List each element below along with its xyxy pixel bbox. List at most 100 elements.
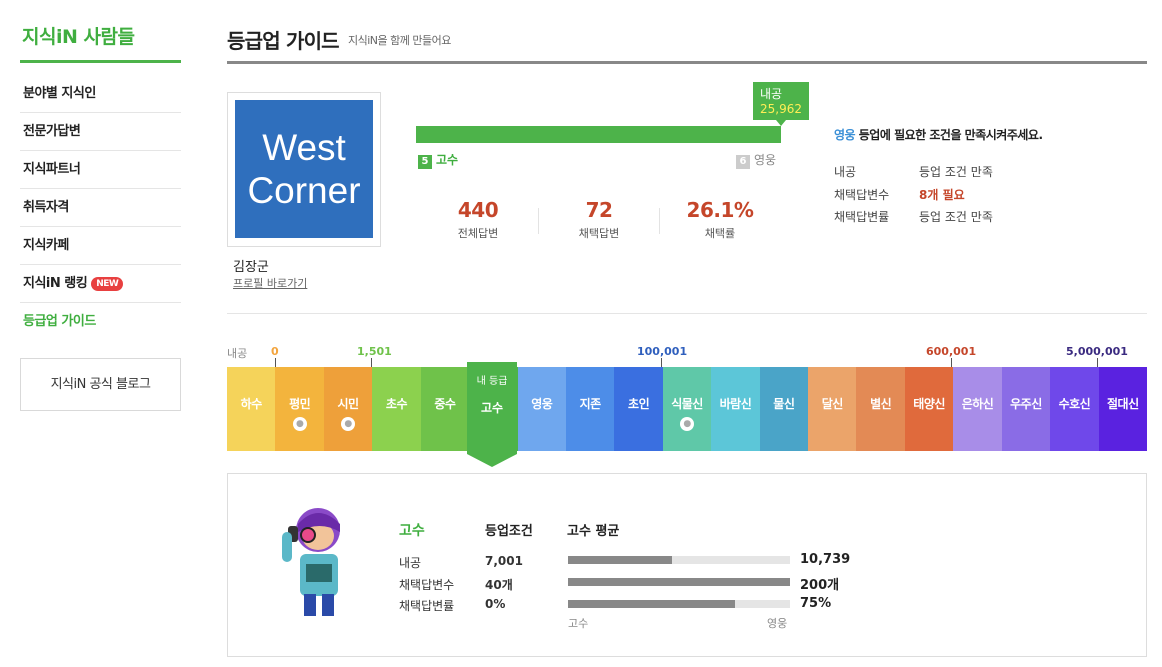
detail-scale-low: 고수 <box>568 617 589 630</box>
level-name: 바람신 <box>719 397 752 411</box>
detail-key: 채택답변률 <box>399 599 455 613</box>
my-level-tag: 내 등급 <box>476 376 508 387</box>
next-level-name: 영웅 <box>754 153 777 167</box>
scale-mark: 5,000,001 <box>1066 345 1128 358</box>
level-name: 평민 <box>289 397 311 411</box>
profile-link[interactable]: 프로필 바로가기 <box>233 277 308 290</box>
level-cell[interactable]: 달신 <box>808 367 857 451</box>
stat-chosen-rate: 26.1% 채택률 <box>660 198 780 241</box>
new-badge: NEW <box>91 276 124 291</box>
sidebar-item-level-guide[interactable]: 등급업 가이드 <box>20 303 181 341</box>
condition-key: 내공 <box>834 165 857 179</box>
level-cell[interactable]: 태양신 <box>904 367 954 451</box>
condition-value: 8개 필요 <box>919 188 965 202</box>
sidebar-item-partners[interactable]: 지식파트너 <box>20 151 181 189</box>
level-cell[interactable]: 은하신 <box>953 367 1002 451</box>
level-cell[interactable]: 초수 <box>372 367 421 451</box>
tooltip-arrow <box>776 120 786 126</box>
condition-key: 채택답변률 <box>834 210 890 224</box>
level-name: 하수 <box>240 397 263 411</box>
stat-value: 440 <box>457 198 499 222</box>
next-level-number: 6 <box>736 155 750 169</box>
average-bar-fill <box>568 600 735 608</box>
detail-key: 내공 <box>399 556 422 570</box>
sidebar-item-cafe[interactable]: 지식카페 <box>20 227 181 265</box>
scale-mark: 100,001 <box>637 345 688 358</box>
page-subtitle: 지식iN을 함께 만들어요 <box>348 34 451 47</box>
my-level-name: 고수 <box>480 401 504 415</box>
level-name: 시민 <box>337 397 360 411</box>
level-cell[interactable]: 절대신 <box>1098 367 1148 451</box>
level-name: 은하신 <box>961 397 994 411</box>
level-name: 물신 <box>773 397 795 411</box>
sidebar-item-expert-answers[interactable]: 전문가답변 <box>20 113 181 151</box>
level-name: 식물신 <box>671 397 703 411</box>
detail-condition: 0% <box>485 597 506 611</box>
detail-condition: 40개 <box>485 578 513 592</box>
average-bar <box>568 600 790 608</box>
header-divider <box>227 61 1147 64</box>
stat-value: 72 <box>585 198 613 222</box>
level-cell[interactable]: 시민 ● <box>323 367 373 451</box>
stat-value: 26.1% <box>686 198 754 222</box>
user-name: 김장군 <box>233 260 269 275</box>
detail-level-name: 고수 <box>399 523 425 539</box>
detail-condition: 7,001 <box>485 554 523 568</box>
scale-tick <box>371 358 372 367</box>
stat-label: 채택률 <box>704 227 736 240</box>
sidebar-item-label: 지식파트너 <box>23 162 81 177</box>
level-cell[interactable]: 바람신 <box>711 367 760 451</box>
coin-icon: ● <box>341 417 356 431</box>
level-cell[interactable]: 우주신 <box>1001 367 1051 451</box>
level-name: 영웅 <box>531 397 553 411</box>
detail-row: 채택답변수 40개 <box>399 576 513 593</box>
scale-axis-label: 내공 <box>227 347 248 360</box>
level-cell[interactable]: 초인 <box>614 367 663 451</box>
sidebar-item-field-experts[interactable]: 분야별 지식인 <box>20 75 181 113</box>
condition-value: 등업 조건 만족 <box>919 210 993 224</box>
page-title: 등급업 가이드 <box>227 29 340 53</box>
scale-tick <box>951 358 952 367</box>
level-cell[interactable]: 하수 <box>227 367 276 451</box>
average-bar <box>568 578 790 586</box>
my-level-arrow <box>467 454 517 467</box>
level-cell[interactable]: 영웅 <box>517 367 566 451</box>
sidebar-item-ranking[interactable]: 지식iN 랭킹 NEW <box>20 265 181 303</box>
level-strip: 하수 평민 ● 시민 ● 초수 중수 고수 영웅 지존 초인 식물신 ● 바람신 물신 달신 별신 태양신 은하신 우… <box>227 367 1148 451</box>
level-detail-panel <box>227 473 1147 657</box>
sidebar-item-label: 등급업 가이드 <box>23 314 96 329</box>
level-cell[interactable]: 평민 ● <box>275 367 324 451</box>
average-value: 10,739 <box>800 552 851 567</box>
my-level-cell[interactable]: 내 등급 고수 <box>467 362 517 454</box>
level-cell[interactable]: 물신 <box>759 367 809 451</box>
sidebar-item-qualifications[interactable]: 취득자격 <box>20 189 181 227</box>
scale-tick <box>661 358 662 367</box>
sidebar-title[interactable]: 지식iN 사람들 <box>22 26 135 48</box>
level-name: 우주신 <box>1010 397 1042 411</box>
condition-row: 내공 등업 조건 만족 <box>834 163 993 180</box>
detail-scale-high: 영웅 <box>767 617 788 630</box>
level-name: 수호신 <box>1058 397 1091 411</box>
target-level: 영웅 <box>834 128 856 142</box>
tooltip-label: 내공 <box>760 87 783 101</box>
average-bar-fill <box>568 556 673 564</box>
coin-icon: ● <box>680 417 694 431</box>
scale-tick <box>275 358 276 367</box>
average-bar <box>568 556 790 564</box>
level-cell[interactable]: 수호신 <box>1050 367 1099 451</box>
level-name: 지존 <box>579 397 602 411</box>
stat-total-answers: 440 전체답변 <box>418 198 538 241</box>
avatar[interactable]: West Corner <box>227 92 381 247</box>
scale-tick <box>1097 358 1098 367</box>
stat-divider <box>659 208 660 234</box>
level-name: 초인 <box>628 397 650 411</box>
level-cell[interactable]: 지존 <box>565 367 615 451</box>
level-cell[interactable]: 별신 <box>856 367 905 451</box>
official-blog-button[interactable]: 지식iN 공식 블로그 <box>20 358 181 411</box>
level-cell[interactable]: 식물신 ● <box>662 367 712 451</box>
condition-title-text: 등업에 필요한 조건을 만족시켜주세요. <box>855 128 1043 142</box>
current-level-name: 고수 <box>436 153 459 167</box>
sidebar-item-label: 지식iN 랭킹 <box>23 276 88 291</box>
level-cell[interactable]: 중수 <box>420 367 470 451</box>
average-value: 200개 <box>800 578 840 593</box>
